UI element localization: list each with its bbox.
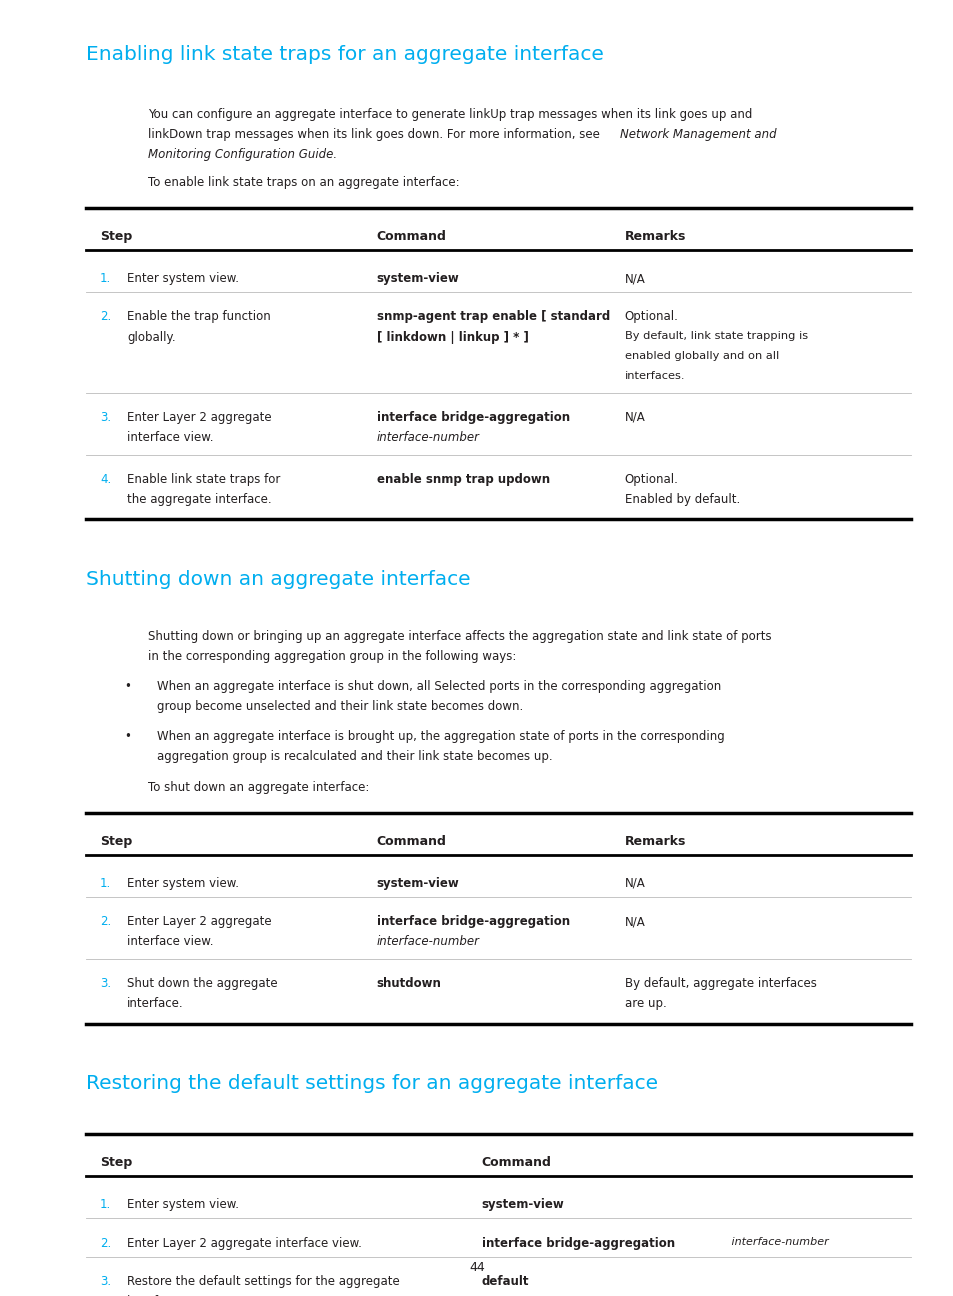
Text: interface bridge-aggregation: interface bridge-aggregation xyxy=(376,915,569,928)
Text: 3.: 3. xyxy=(100,1275,112,1288)
Text: Command: Command xyxy=(376,835,446,848)
Text: interface view.: interface view. xyxy=(127,936,213,949)
Text: Enter Layer 2 aggregate: Enter Layer 2 aggregate xyxy=(127,915,272,928)
Text: 2.: 2. xyxy=(100,915,112,928)
Text: interface bridge-aggregation: interface bridge-aggregation xyxy=(481,1236,674,1249)
Text: the aggregate interface.: the aggregate interface. xyxy=(127,494,272,507)
Text: N/A: N/A xyxy=(624,272,645,285)
Text: interface bridge-aggregation: interface bridge-aggregation xyxy=(376,411,569,424)
Text: Enter Layer 2 aggregate interface view.: Enter Layer 2 aggregate interface view. xyxy=(127,1236,361,1249)
Text: Restore the default settings for the aggregate: Restore the default settings for the agg… xyxy=(127,1275,399,1288)
Text: Enter Layer 2 aggregate: Enter Layer 2 aggregate xyxy=(127,411,272,424)
Text: in the corresponding aggregation group in the following ways:: in the corresponding aggregation group i… xyxy=(148,649,516,664)
Text: N/A: N/A xyxy=(624,877,645,890)
Text: 2.: 2. xyxy=(100,311,112,324)
Text: 3.: 3. xyxy=(100,977,112,990)
Text: interface-number: interface-number xyxy=(727,1236,828,1247)
Text: are up.: are up. xyxy=(624,998,666,1011)
Text: Enabling link state traps for an aggregate interface: Enabling link state traps for an aggrega… xyxy=(86,45,603,65)
Text: default: default xyxy=(481,1275,529,1288)
Text: To enable link state traps on an aggregate interface:: To enable link state traps on an aggrega… xyxy=(148,176,459,189)
Text: Shutting down an aggregate interface: Shutting down an aggregate interface xyxy=(86,569,470,588)
Text: linkDown trap messages when its link goes down. For more information, see: linkDown trap messages when its link goe… xyxy=(148,128,603,141)
Text: Step: Step xyxy=(100,1156,132,1169)
Text: snmp-agent trap enable [ standard: snmp-agent trap enable [ standard xyxy=(376,311,609,324)
Text: Remarks: Remarks xyxy=(624,231,685,244)
Text: system-view: system-view xyxy=(481,1199,564,1212)
Text: Command: Command xyxy=(481,1156,551,1169)
Text: •: • xyxy=(124,730,131,744)
Text: N/A: N/A xyxy=(624,411,645,424)
Text: shutdown: shutdown xyxy=(376,977,441,990)
Text: Step: Step xyxy=(100,835,132,848)
Text: Enter system view.: Enter system view. xyxy=(127,1199,238,1212)
Text: Shut down the aggregate: Shut down the aggregate xyxy=(127,977,277,990)
Text: 1.: 1. xyxy=(100,877,112,890)
Text: By default, link state trapping is: By default, link state trapping is xyxy=(624,330,807,341)
Text: 1.: 1. xyxy=(100,272,112,285)
Text: 44: 44 xyxy=(469,1261,484,1274)
Text: interfaces.: interfaces. xyxy=(624,371,684,381)
Text: 2.: 2. xyxy=(100,1236,112,1249)
Text: system-view: system-view xyxy=(376,272,459,285)
Text: Enter system view.: Enter system view. xyxy=(127,272,238,285)
Text: interface-number: interface-number xyxy=(376,432,479,445)
Text: aggregation group is recalculated and their link state becomes up.: aggregation group is recalculated and th… xyxy=(157,750,553,763)
Text: Shutting down or bringing up an aggregate interface affects the aggregation stat: Shutting down or bringing up an aggregat… xyxy=(148,630,771,643)
Text: Step: Step xyxy=(100,231,132,244)
Text: 4.: 4. xyxy=(100,473,112,486)
Text: interface-number: interface-number xyxy=(376,936,479,949)
Text: Optional.: Optional. xyxy=(624,473,678,486)
Text: enable snmp trap updown: enable snmp trap updown xyxy=(376,473,549,486)
Text: To shut down an aggregate interface:: To shut down an aggregate interface: xyxy=(148,780,369,793)
Text: interface.: interface. xyxy=(127,998,183,1011)
Text: 3.: 3. xyxy=(100,411,112,424)
Text: Enabled by default.: Enabled by default. xyxy=(624,494,740,507)
Text: Restoring the default settings for an aggregate interface: Restoring the default settings for an ag… xyxy=(86,1074,658,1093)
Text: Command: Command xyxy=(376,231,446,244)
Text: Enable the trap function: Enable the trap function xyxy=(127,311,271,324)
Text: You can configure an aggregate interface to generate linkUp trap messages when i: You can configure an aggregate interface… xyxy=(148,108,752,121)
Text: interface view.: interface view. xyxy=(127,432,213,445)
Text: system-view: system-view xyxy=(376,877,459,890)
Text: •: • xyxy=(124,680,131,693)
Text: globally.: globally. xyxy=(127,330,175,343)
Text: When an aggregate interface is shut down, all Selected ports in the correspondin: When an aggregate interface is shut down… xyxy=(157,680,720,693)
Text: Enable link state traps for: Enable link state traps for xyxy=(127,473,280,486)
Text: group become unselected and their link state becomes down.: group become unselected and their link s… xyxy=(157,700,523,713)
Text: 1.: 1. xyxy=(100,1199,112,1212)
Text: Network Management and: Network Management and xyxy=(619,128,776,141)
Text: enabled globally and on all: enabled globally and on all xyxy=(624,351,779,360)
Text: Monitoring Configuration Guide.: Monitoring Configuration Guide. xyxy=(148,148,336,161)
Text: When an aggregate interface is brought up, the aggregation state of ports in the: When an aggregate interface is brought u… xyxy=(157,730,724,744)
Text: By default, aggregate interfaces: By default, aggregate interfaces xyxy=(624,977,816,990)
Text: Enter system view.: Enter system view. xyxy=(127,877,238,890)
Text: [ linkdown | linkup ] * ]: [ linkdown | linkup ] * ] xyxy=(376,330,528,343)
Text: Remarks: Remarks xyxy=(624,835,685,848)
Text: Optional.: Optional. xyxy=(624,311,678,324)
Text: N/A: N/A xyxy=(624,915,645,928)
